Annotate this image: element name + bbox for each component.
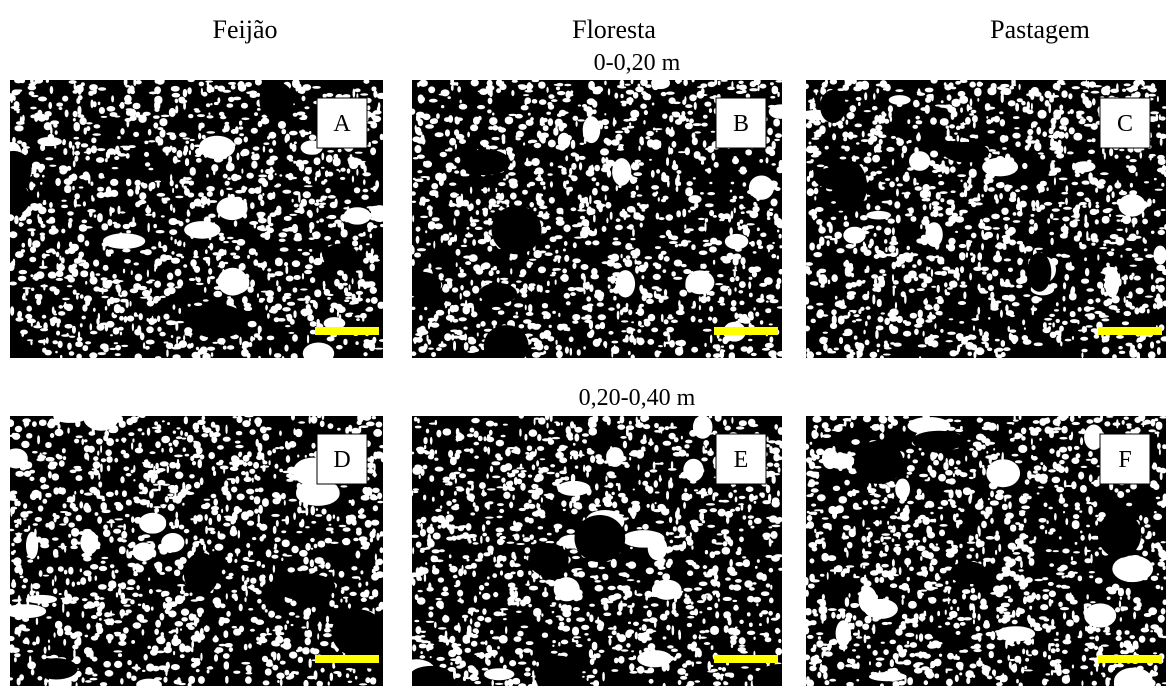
aggregate bbox=[814, 166, 863, 190]
panel-label: E bbox=[734, 447, 749, 473]
aggregate bbox=[528, 543, 569, 576]
column-title: Pastagem bbox=[990, 15, 1090, 44]
aggregate bbox=[323, 243, 358, 269]
aggregate bbox=[0, 183, 30, 215]
aggregate bbox=[349, 638, 408, 669]
figure: Feijão Floresta Pastagem 0-0,20 m 0,20-0… bbox=[0, 0, 1166, 686]
aggregate bbox=[943, 142, 989, 163]
aggregate bbox=[189, 304, 247, 338]
aggregate bbox=[1027, 253, 1051, 292]
column-title: Floresta bbox=[572, 15, 656, 44]
aggregate bbox=[259, 82, 293, 120]
depth-label: 0-0,20 m bbox=[594, 50, 681, 76]
scale-bar bbox=[1098, 327, 1162, 335]
panel-label: F bbox=[1118, 447, 1131, 473]
aggregate bbox=[820, 90, 846, 123]
aggregate bbox=[492, 206, 542, 255]
aggregate bbox=[35, 658, 78, 679]
aggregate bbox=[912, 431, 965, 451]
panel-label: D bbox=[333, 447, 350, 473]
scale-bar bbox=[714, 327, 778, 335]
scale-bar bbox=[1098, 655, 1162, 663]
aggregate bbox=[574, 515, 625, 562]
aggregate bbox=[484, 325, 529, 366]
aggregate bbox=[276, 573, 336, 600]
scale-bar bbox=[315, 327, 379, 335]
aggregate bbox=[403, 272, 441, 298]
column-title: Feijão bbox=[213, 15, 278, 44]
aggregate bbox=[479, 283, 517, 304]
aggregate bbox=[461, 149, 511, 175]
aggregate bbox=[1098, 512, 1141, 558]
panel-label: A bbox=[333, 111, 351, 137]
aggregate bbox=[184, 553, 219, 595]
aggregate bbox=[854, 441, 903, 484]
aggregate bbox=[950, 561, 987, 584]
scale-bar bbox=[315, 655, 379, 663]
panel-label: B bbox=[733, 111, 749, 137]
depth-label: 0,20-0,40 m bbox=[579, 385, 696, 411]
scale-bar bbox=[714, 655, 778, 663]
panel-label: C bbox=[1117, 111, 1133, 137]
